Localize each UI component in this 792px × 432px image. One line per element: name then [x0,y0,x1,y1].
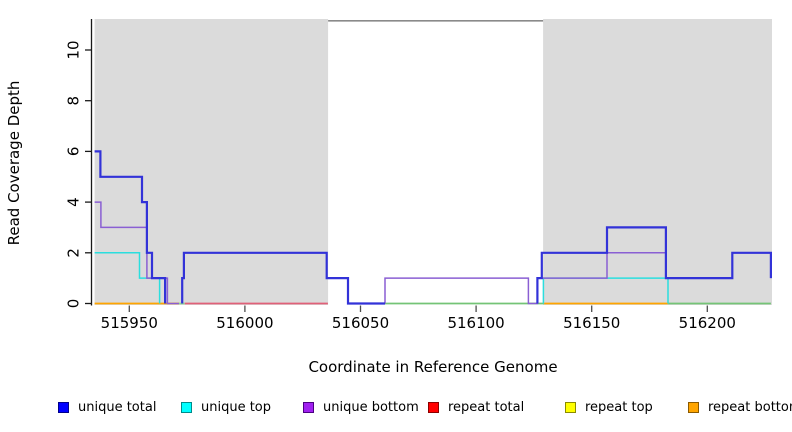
repeat-region-shade-1 [94,19,329,305]
legend-label: unique top [201,399,272,415]
legend-swatch-icon [181,401,192,413]
series-line-unique-total [536,226,772,304]
legend-item-unique-bottom: unique bottom [303,399,419,415]
x-tick-label: 515950 [101,314,158,332]
x-tick-label: 516200 [679,314,736,332]
legend-item-unique-total: unique total [58,399,156,415]
legend-label: repeat bottom [708,399,792,415]
series-line-unique-total [94,150,167,304]
x-tick-label: 516100 [447,314,504,332]
y-tick-label: 6 [65,147,83,157]
y-tick-label: 2 [65,248,83,258]
legend-swatch-icon [428,401,439,413]
repeat-region-shade-2 [543,19,772,305]
y-tick-label: 10 [65,40,83,59]
legend-label: repeat top [585,399,653,415]
y-axis-title: Read Coverage Depth [5,80,23,246]
legend-label: repeat total [448,399,525,415]
legend-swatch-icon [58,401,69,413]
legend-swatch-icon [303,401,314,413]
legend-label: unique total [78,399,157,415]
legend-item-repeat-total: repeat total [428,399,524,415]
legend-swatch-icon [565,401,576,413]
legend-item-repeat-bottom: repeat bottom [688,399,792,415]
x-axis-title: Coordinate in Reference Genome [308,358,558,376]
legend-item-unique-top: unique top [181,399,271,415]
legend-label: unique bottom [323,399,419,415]
x-tick-label: 516000 [216,314,273,332]
y-tick-label: 8 [65,96,83,106]
legend-swatch-icon [688,401,699,413]
series-line-unique-total [181,251,385,305]
legend: unique total unique top unique bottom repea… [0,399,792,419]
x-tick-label: 516150 [563,314,620,332]
x-tick-label: 516050 [332,314,389,332]
y-tick-label: 4 [65,197,83,207]
series-line-unique-top [94,252,161,304]
legend-item-repeat-top: repeat top [565,399,653,415]
y-tick-label: 0 [65,299,83,309]
